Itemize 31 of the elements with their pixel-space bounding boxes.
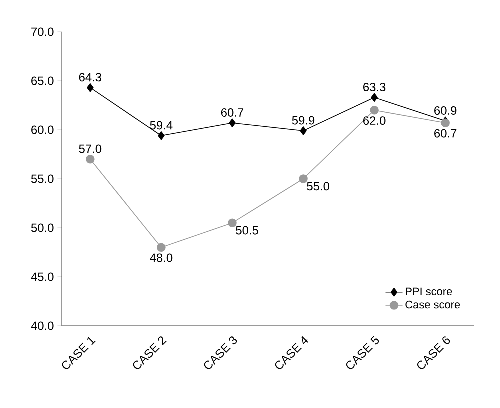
point [158,131,165,140]
point [229,118,236,128]
y-tick-label: 60.0 [32,126,54,134]
data-label: 50.5 [236,226,258,235]
data-label: 59.9 [292,116,315,125]
point [300,126,307,136]
legend-label: PPI score [406,288,452,296]
point [228,218,237,228]
data-label: 60.9 [434,106,457,115]
point [370,106,379,115]
y-tick-label: 50.0 [31,224,54,232]
y-tick-label: 40.0 [31,322,54,330]
data-label: 59.4 [150,121,173,130]
point [157,243,166,252]
y-tick-label: 55.0 [31,174,54,184]
data-label: 57.0 [79,144,102,154]
data-label: 48.0 [150,254,173,262]
data-label: 60.7 [221,108,244,117]
data-label: 62.0 [364,116,386,126]
data-label: 55.0 [307,182,330,191]
y-tick-label: 70.0 [32,28,54,36]
point [86,155,95,164]
point [87,83,94,92]
point [371,93,378,102]
y-tick-label: 45.0 [31,272,54,282]
data-label: 64.3 [79,73,102,82]
data-label: 63.3 [364,83,386,92]
point [299,174,308,184]
data-label: 60.7 [434,129,457,138]
y-tick-label: 65.0 [32,76,54,86]
legend-label: Case score [406,300,460,309]
